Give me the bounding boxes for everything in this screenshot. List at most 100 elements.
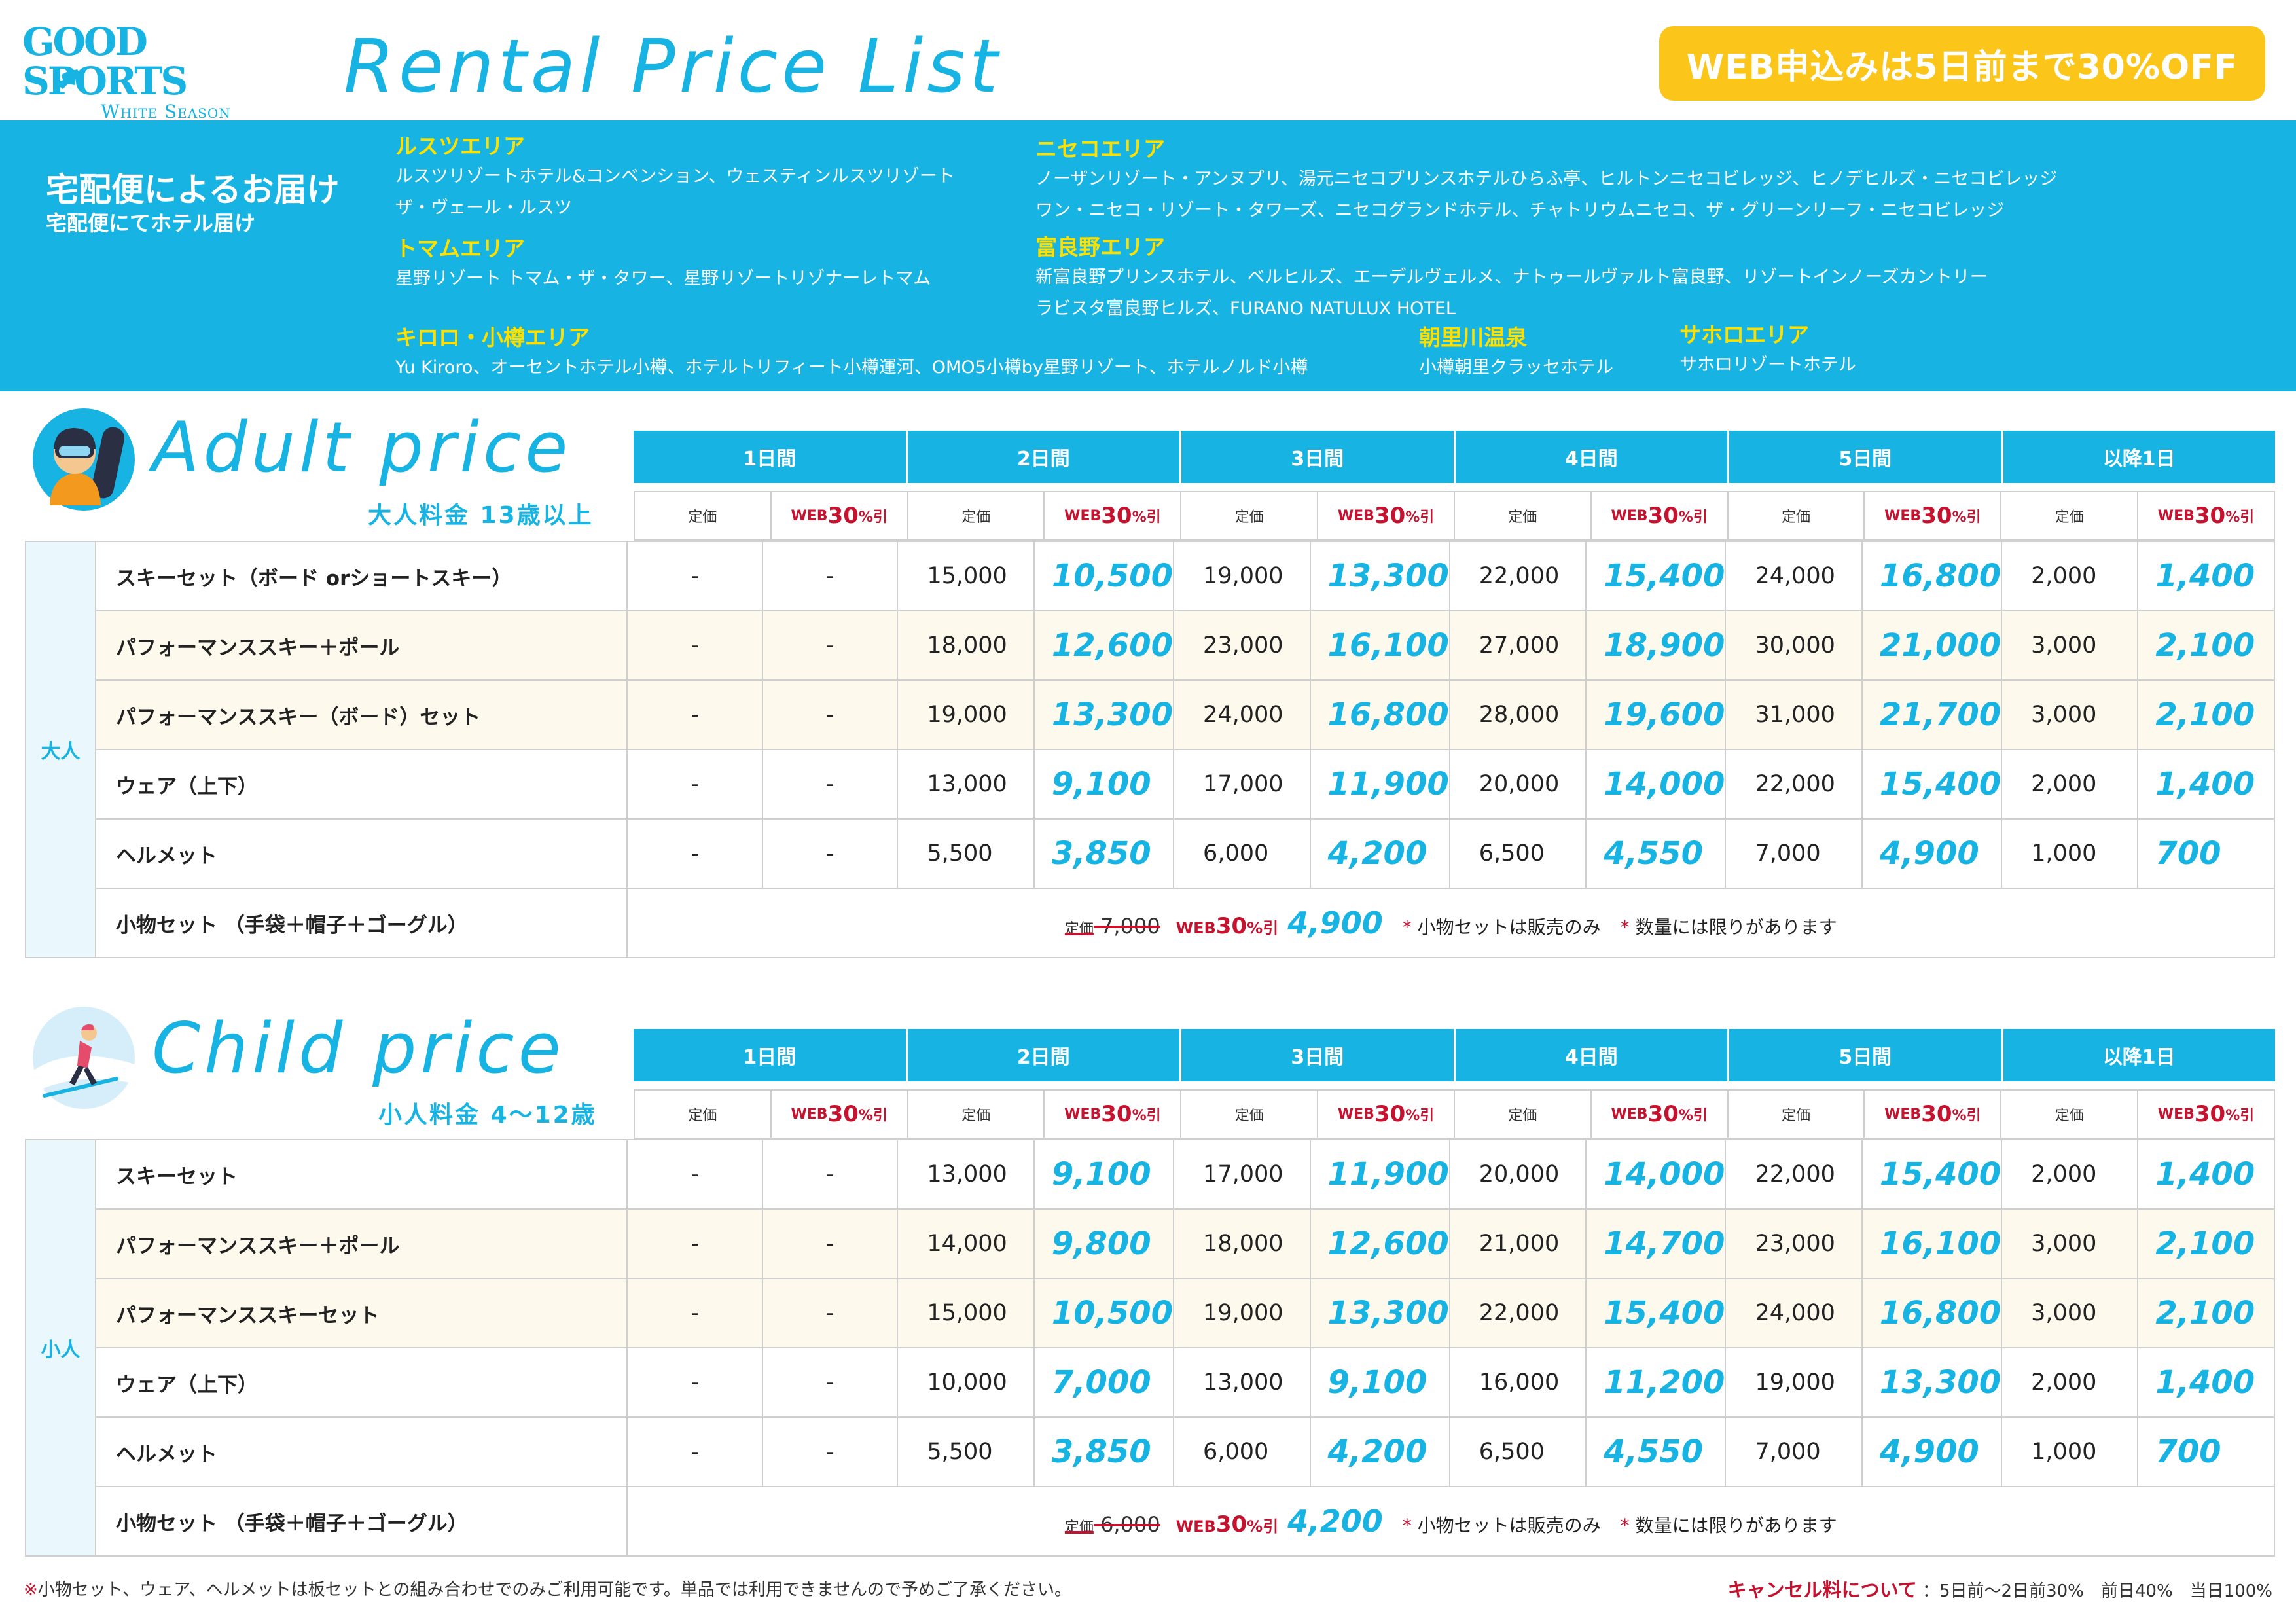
standard-price-label: 定価 [1181,492,1319,539]
standard-price-cell: 17,000 [1173,749,1311,820]
web-price-cell: 2,100 [2137,679,2275,750]
standard-price-cell: - [626,541,763,611]
table-row: 大人 スキーセット（ボード orショートスキー） - -15,000 10,500 19,… [25,541,2275,958]
accessory-row: 小物セット （手袋＋帽子＋ゴーグル） 定価 6,000 WEB30%引 4,200 * … [26,1486,2275,1557]
area-hotels: ラビスタ富良野ヒルズ、FURANO NATULUX HOTEL [1035,298,1456,319]
standard-price-cell: 3,000 [2001,1208,2139,1279]
item-name: ウェア（上下） [94,749,628,820]
day-column-header: 3日間 [1181,431,1456,483]
standard-price-label: 定価 [908,1091,1045,1138]
standard-price-cell: 13,000 [1173,1347,1311,1418]
delivery-title: 宅配便によるお届け [46,171,340,209]
standard-price-cell: 21,000 [1448,1208,1587,1279]
web-price-cell: 11,200 [1585,1347,1727,1418]
standard-price-cell: 5,500 [897,1416,1035,1487]
web-price-cell: 11,900 [1309,749,1450,820]
item-name: パフォーマンススキー＋ポール [94,1208,628,1279]
day-column-header: 5日間 [1729,1029,2003,1081]
standard-price-cell: 13,000 [897,749,1035,820]
standard-price-cell: 18,000 [1173,1208,1311,1279]
standard-price-cell: 19,000 [1725,1347,1863,1418]
table-row: パフォーマンススキー＋ポール - -14,000 9,800 18,000 12,600 2… [26,1208,2275,1279]
web-price-cell: 10,500 [1033,1278,1175,1348]
standard-price-cell: - [626,1208,763,1279]
web-price-cell: 15,400 [1861,1139,2003,1210]
web-price-cell: 4,200 [1309,818,1450,889]
web-price-cell: 4,550 [1585,818,1727,889]
standard-price-cell: 1,000 [2001,1416,2139,1487]
web-price-cell: 2,100 [2137,1278,2275,1348]
table-row: 小人 スキーセット - -13,000 9,100 17,000 11,900 20,000 1… [25,1139,2275,1557]
brand-season: White Season [101,101,231,122]
standard-price-cell: 7,000 [1725,1416,1863,1487]
web-price-cell: 3,850 [1033,1416,1175,1487]
web-price-cell: 9,100 [1033,749,1175,820]
standard-price-cell: 23,000 [1173,610,1311,681]
area-hotels: ルスツリゾートホテル&コンベンション、ウェスティンルスツリゾート [395,166,955,187]
web-price-cell: 4,900 [1861,1416,2003,1487]
web-price-cell: 14,000 [1585,749,1727,820]
table-row: パフォーマンススキーセット - -15,000 10,500 19,000 13,300 2… [26,1278,2275,1348]
area-rusutsu: ルスツエリア ルスツリゾートホテル&コンベンション、ウェスティンルスツリゾート … [395,132,955,224]
accessory-price: 定価 6,000 WEB30%引 4,200 * 小物セットは販売のみ * 数量には限り… [626,1486,2275,1557]
item-name: スキーセット [94,1139,628,1210]
standard-price-cell: 23,000 [1725,1208,1863,1279]
web-price-cell: - [761,818,899,889]
standard-price-cell: - [626,818,763,889]
standard-price-cell: - [626,679,763,750]
standard-price-cell: - [626,749,763,820]
standard-price-cell: 7,000 [1725,818,1863,889]
web-price-cell: 3,850 [1033,818,1175,889]
adult-price-table: 大人 スキーセット（ボード orショートスキー） - -15,000 10,500 19,… [25,541,2275,958]
web-price-cell: 2,100 [2137,610,2275,681]
standard-price-cell: 16,000 [1448,1347,1587,1418]
web-price-cell: 12,600 [1033,610,1175,681]
accessory-web-price: 4,900 [1287,905,1383,941]
accessory-note: * 小物セットは販売のみ [1402,916,1601,938]
cancellation-policy: キャンセル料について ：5日前〜2日前30% 前日40% 当日100% [1728,1575,2272,1602]
standard-price-cell: 28,000 [1448,679,1587,750]
standard-price-cell: 19,000 [1173,541,1311,611]
web-discount-label: WEB30%引 [1175,1511,1279,1538]
area-hotels: 新富良野プリンスホテル、ベルヒルズ、エーデルヴェルメ、ナトゥールヴァルト富良野、… [1035,267,1988,287]
accessory-note: * 数量には限りがあります [1620,1515,1837,1536]
area-niseko: ニセコエリア ノーザンリゾート・アンヌプリ、湯元ニセコプリンスホテルひらふ亭、ヒ… [1035,135,2057,226]
adult-price-type-header: 定価 WEB 30 %引 定価 WEB 30 %引 定価 WEB 30 %引 定価 WEB 3… [634,491,2275,541]
standard-price-cell: 19,000 [897,679,1035,750]
web-price-cell: 18,900 [1585,610,1727,681]
standard-price-cell: 22,000 [1725,1139,1863,1210]
standard-price-cell: 10,000 [897,1347,1035,1418]
table-row: ヘルメット - -5,500 3,850 6,000 4,200 6,500 4,550 7,0… [26,818,2275,889]
web-price-cell: - [761,1139,899,1210]
standard-price-cell: 1,000 [2001,818,2139,889]
area-name: トマムエリア [395,236,525,261]
standard-price-cell: 6,500 [1448,1416,1587,1487]
standard-price-cell: 6,500 [1448,818,1587,889]
table-row: パフォーマンススキー＋ポール - -18,000 12,600 23,000 16,100… [26,610,2275,681]
standard-price-label: 定価 [1455,1091,1592,1138]
web-price-cell: 16,800 [1861,541,2003,611]
standard-price-cell: 5,500 [897,818,1035,889]
delivery-banner: 宅配便によるお届け 宅配便にてホテル届け ルスツエリア ルスツリゾートホテル&コ… [0,120,2296,391]
web-price-cell: - [761,679,899,750]
standard-price-label: 定価 [2001,492,2139,539]
day-column-header: 以降1日 [2102,448,2176,471]
standard-price-label: 定価 [1455,492,1592,539]
area-name: 朝里川温泉 [1419,325,1527,350]
web-price-cell: 16,800 [1861,1278,2003,1348]
web-price-cell: 4,200 [1309,1416,1450,1487]
web-price-cell: 9,100 [1309,1347,1450,1418]
web-price-cell: 9,100 [1033,1139,1175,1210]
item-name: パフォーマンススキーセット [94,1278,628,1348]
area-sahoro: サホロエリア サホロリゾートホテル [1679,321,1856,381]
web-price-cell: 4,550 [1585,1416,1727,1487]
brand-logo: GOOD SPORTS White Season [22,22,310,122]
web-price-cell: - [761,1416,899,1487]
web-price-cell: 14,700 [1585,1208,1727,1279]
web-price-cell: - [761,1208,899,1279]
